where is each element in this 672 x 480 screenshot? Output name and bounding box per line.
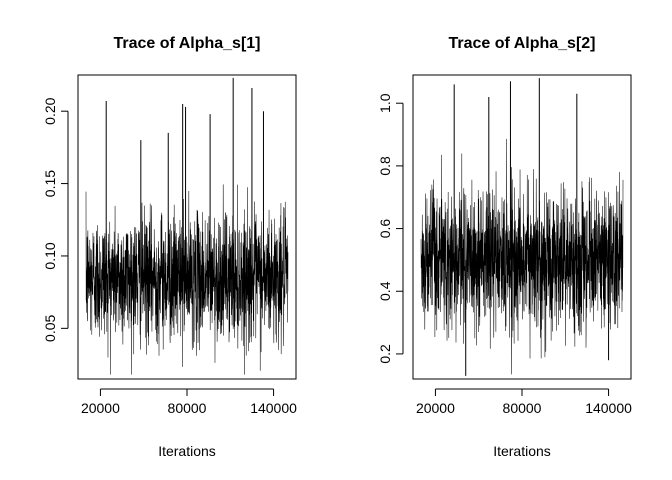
y-tick-label: 0.2 — [377, 344, 393, 364]
y-tick-label: 0.10 — [42, 242, 58, 269]
x-axis: 20000 80000 140000 — [81, 388, 297, 416]
x-tick-label: 20000 — [81, 400, 120, 416]
y-tick-label: 0.6 — [377, 219, 393, 239]
trace-line — [420, 138, 624, 375]
chart-title: Trace of Alpha_s[1] — [113, 35, 260, 52]
x-tick-label: 80000 — [168, 400, 207, 416]
y-tick-label: 0.8 — [377, 156, 393, 176]
trace-plot-1: Trace of Alpha_s[1] 20000 80000 140000 0.0… — [42, 35, 297, 459]
y-axis: 0.05 0.10 0.15 0.20 — [42, 97, 69, 342]
trace-series — [420, 78, 624, 376]
y-tick-label: 0.05 — [42, 314, 58, 341]
x-tick-label: 140000 — [250, 400, 297, 416]
y-tick-label: 1.0 — [377, 93, 393, 113]
trace-line — [85, 184, 289, 375]
y-tick-label: 0.20 — [42, 97, 58, 124]
x-axis-label: Iterations — [158, 443, 216, 459]
trace-series — [85, 77, 289, 375]
y-axis: 0.2 0.4 0.6 0.8 1.0 — [377, 93, 404, 364]
x-tick-label: 140000 — [585, 400, 632, 416]
x-tick-label: 80000 — [503, 400, 542, 416]
y-tick-label: 0.15 — [42, 170, 58, 197]
y-tick-label: 0.4 — [377, 281, 393, 301]
plot-frame — [77, 74, 297, 380]
x-tick-label: 20000 — [416, 400, 455, 416]
plot-frame — [412, 74, 632, 380]
trace-plot-2: Trace of Alpha_s[2] 20000 80000 140000 0.2… — [377, 35, 632, 459]
x-axis-label: Iterations — [493, 443, 551, 459]
x-axis: 20000 80000 140000 — [416, 388, 632, 416]
chart-title: Trace of Alpha_s[2] — [448, 35, 595, 52]
